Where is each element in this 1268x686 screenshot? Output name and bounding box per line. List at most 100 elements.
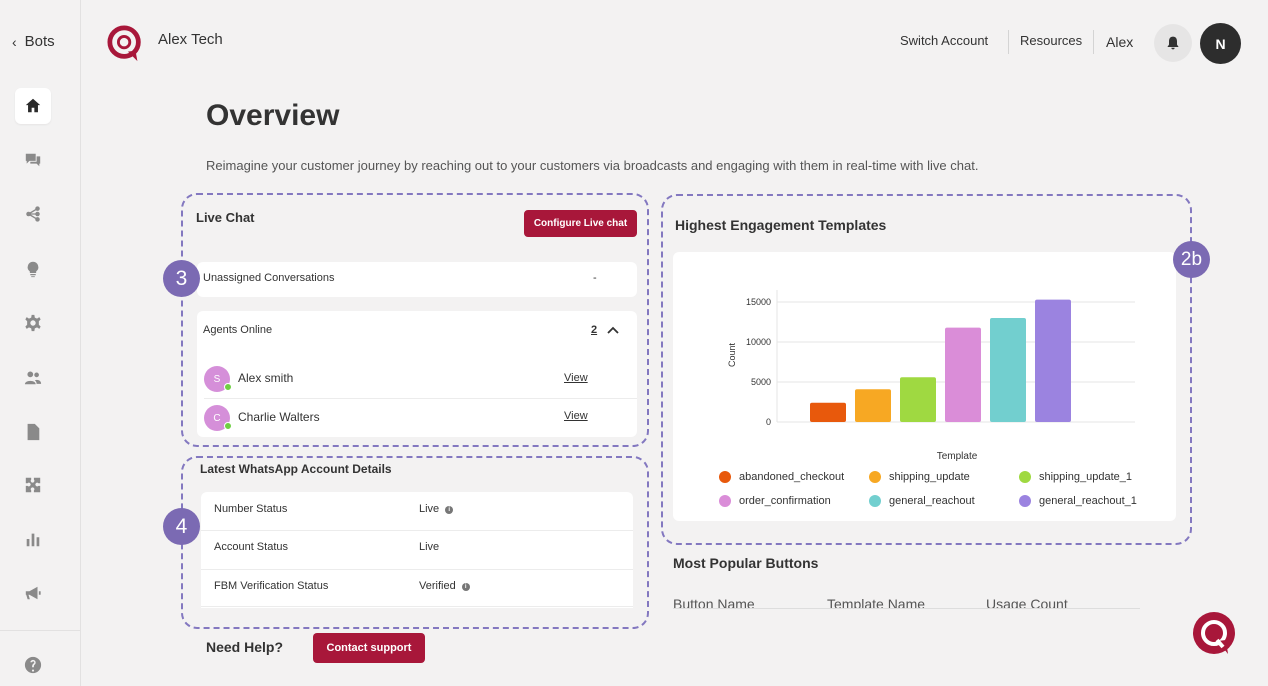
online-status-dot [224, 422, 232, 430]
legend-item[interactable]: shipping_update [869, 471, 970, 483]
info-icon[interactable]: i [461, 583, 470, 591]
page-subtitle: Reimagine your customer journey by reach… [206, 158, 979, 173]
legend-label: shipping_update_1 [1039, 471, 1132, 483]
chevron-up-icon[interactable] [607, 325, 619, 335]
popular-buttons-header: Button Name Template Name Usage Count [673, 596, 1140, 608]
agents-online-count[interactable]: 2 [591, 324, 598, 336]
bar-shipping_update [855, 389, 891, 422]
puzzle-icon [25, 477, 41, 493]
engagement-bar-chart: 0 5000 10000 15000 Count Template [727, 290, 1135, 462]
users-icon [24, 371, 42, 385]
sidebar-item-analytics[interactable] [15, 521, 51, 557]
back-label: Bots [24, 33, 55, 50]
chevron-left-icon: ‹ [12, 33, 17, 50]
column-header: Template Name [827, 596, 926, 608]
legend-item[interactable]: order_confirmation [719, 495, 831, 507]
y-axis-label: Count [727, 343, 737, 368]
y-tick-label: 5000 [751, 377, 771, 387]
step-badge-3: 3 [163, 260, 200, 297]
column-header: Button Name [673, 596, 755, 608]
back-to-bots-link[interactable]: ‹ Bots [12, 33, 55, 50]
home-icon [25, 98, 41, 113]
column-header: Usage Count [986, 596, 1068, 608]
sidebar-item-chat[interactable] [15, 142, 51, 178]
legend-swatch [1019, 471, 1031, 483]
legend-label: general_reachout_1 [1039, 495, 1137, 507]
legend-swatch [869, 495, 881, 507]
nav-divider [1093, 30, 1094, 54]
sidebar-item-flows[interactable] [15, 196, 51, 232]
fbm-verification-label: FBM Verification Status [214, 580, 329, 592]
table-divider [673, 608, 1140, 609]
nav-divider [1008, 30, 1009, 54]
sidebar-item-broadcast[interactable] [15, 575, 51, 611]
sidebar-item-documents[interactable] [15, 414, 51, 450]
legend-label: shipping_update [889, 471, 970, 483]
templates-highlight [661, 194, 1192, 545]
whatsapp-title: Latest WhatsApp Account Details [200, 462, 392, 476]
sidebar-item-integrations[interactable] [15, 467, 51, 503]
sidebar-item-settings[interactable] [15, 305, 51, 341]
unassigned-conversations-card: Unassigned Conversations - [197, 262, 637, 297]
notifications-button[interactable] [1154, 24, 1192, 62]
flow-icon [26, 206, 40, 222]
live-chat-title: Live Chat [196, 210, 255, 225]
step-badge-4: 4 [163, 508, 200, 545]
agents-online-label: Agents Online [203, 324, 273, 336]
y-tick-label: 10000 [746, 337, 771, 347]
bar-chart-icon [26, 533, 40, 547]
legend-swatch [719, 471, 731, 483]
agent-name: Charlie Walters [238, 410, 320, 424]
sidebar-item-home[interactable] [15, 88, 51, 124]
chat-support-launcher[interactable] [1190, 610, 1240, 660]
bulb-icon [27, 261, 39, 278]
page-title: Overview [206, 99, 340, 132]
legend-item[interactable]: abandoned_checkout [719, 471, 844, 483]
legend-item[interactable]: shipping_update_1 [1019, 471, 1132, 483]
legend-swatch [1019, 495, 1031, 507]
view-agent-link[interactable]: View [564, 410, 588, 422]
user-name[interactable]: Alex [1106, 34, 1134, 50]
info-icon[interactable]: i [445, 506, 454, 514]
legend-item[interactable]: general_reachout_1 [1019, 495, 1137, 507]
online-status-dot [224, 383, 232, 391]
x-axis-label: Template [937, 451, 978, 462]
chart-bars [810, 299, 1071, 422]
legend-label: general_reachout [889, 495, 975, 507]
chat-icon [25, 153, 41, 167]
help-icon [24, 656, 42, 674]
engagement-chart-card: 0 5000 10000 15000 Count Template abandoned… [673, 252, 1176, 521]
contact-support-button[interactable]: Contact support [313, 633, 425, 663]
fbm-verification-value: Verified i [419, 580, 470, 592]
whatsapp-details-card: Number Status Live i Account Status Live … [201, 492, 633, 608]
user-avatar[interactable]: N [1200, 23, 1241, 64]
agent-name: Alex smith [238, 371, 294, 385]
legend-swatch [869, 471, 881, 483]
account-status-value: Live [419, 541, 440, 553]
bar-shipping_update_1 [900, 377, 936, 422]
need-help-label: Need Help? [206, 639, 284, 655]
sidebar-item-help[interactable] [15, 647, 51, 683]
row-divider [201, 606, 633, 607]
view-agent-link[interactable]: View [564, 372, 588, 384]
brand-logo [107, 25, 141, 62]
bar-order_confirmation [945, 327, 981, 422]
resources-link[interactable]: Resources [1020, 33, 1083, 48]
unassigned-label: Unassigned Conversations [203, 272, 335, 284]
document-icon [27, 423, 40, 441]
configure-live-chat-button[interactable]: Configure Live chat [524, 210, 637, 237]
switch-account-link[interactable]: Switch Account [900, 33, 989, 48]
bell-icon [1167, 36, 1179, 50]
step-badge-2b: 2b [1173, 241, 1210, 278]
sidebar-item-ideas[interactable] [15, 251, 51, 287]
legend-item[interactable]: general_reachout [869, 495, 975, 507]
sidebar-item-users[interactable] [15, 360, 51, 396]
row-divider [201, 569, 633, 570]
megaphone-icon [25, 586, 41, 600]
sidebar-divider [0, 630, 81, 631]
agents-online-card: Agents Online 2 S Alex smith View C Char… [197, 311, 637, 437]
y-tick-label: 15000 [746, 297, 771, 307]
bar-general_reachout_1 [1035, 299, 1071, 422]
legend-label: abandoned_checkout [739, 471, 845, 483]
live-chat-highlight [181, 193, 649, 447]
